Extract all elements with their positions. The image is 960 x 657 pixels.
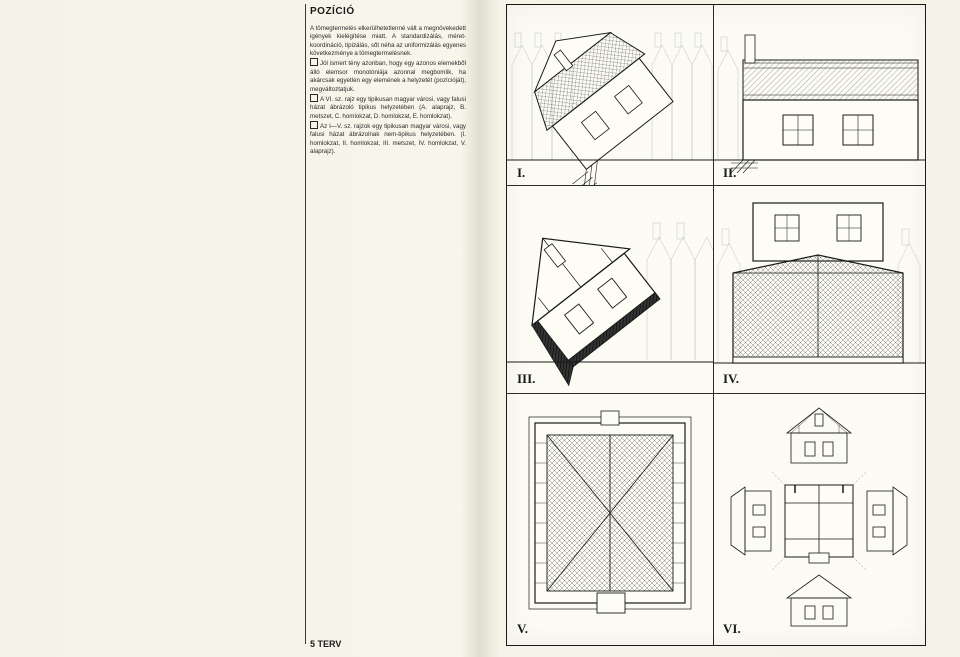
paragraph-1: A tömegtermelés elkerülhetetlenné vált a…: [310, 25, 466, 57]
column-divider: [305, 4, 306, 644]
cell-6: VI.: [713, 393, 925, 645]
heading: POZÍCIÓ: [310, 6, 466, 17]
cell-label: V.: [517, 621, 528, 637]
drawing-plate: I.: [506, 4, 926, 646]
cell-label: III.: [517, 371, 535, 387]
paragraph-4: Az I—V. sz. rajzok egy tipikusan magyar …: [310, 123, 466, 155]
bullet-icon: [310, 121, 318, 129]
paragraph-2: Jól ismert tény azonban, hogy egy azonos…: [310, 60, 466, 92]
left-page: POZÍCIÓ A tömegtermelés elkerülhetetlenn…: [0, 0, 480, 657]
drawing-side-elevation: [713, 5, 925, 185]
text-column: POZÍCIÓ A tömegtermelés elkerülhetetlenn…: [310, 6, 466, 156]
cell-label: I.: [517, 165, 525, 181]
cell-label: VI.: [723, 621, 741, 637]
drawing-roof-plan: [507, 393, 713, 645]
cell-1: I.: [507, 5, 713, 185]
cell-label: II.: [723, 165, 736, 181]
drawing-tilted-section: [507, 185, 713, 393]
cell-4: IV.: [713, 185, 925, 393]
book-spread: POZÍCIÓ A tömegtermelés elkerülhetetlenn…: [0, 0, 960, 657]
body-text: A tömegtermelés elkerülhetetlenné vált a…: [310, 25, 466, 156]
paragraph-3: A VI. sz. rajz egy tipikusan magyar váro…: [310, 96, 466, 120]
cell-5: V.: [507, 393, 713, 645]
cell-2: II.: [713, 5, 925, 185]
cell-3: III.: [507, 185, 713, 393]
cell-label: IV.: [723, 371, 739, 387]
bullet-icon: [310, 94, 318, 102]
bullet-icon: [310, 58, 318, 66]
drawing-front-elevation: [713, 185, 925, 393]
drawing-tilted-house-elevation: [507, 5, 713, 185]
right-page: I.: [480, 0, 960, 657]
drawing-multiview: [713, 393, 925, 645]
footer-label: 5 TERV: [310, 639, 341, 649]
